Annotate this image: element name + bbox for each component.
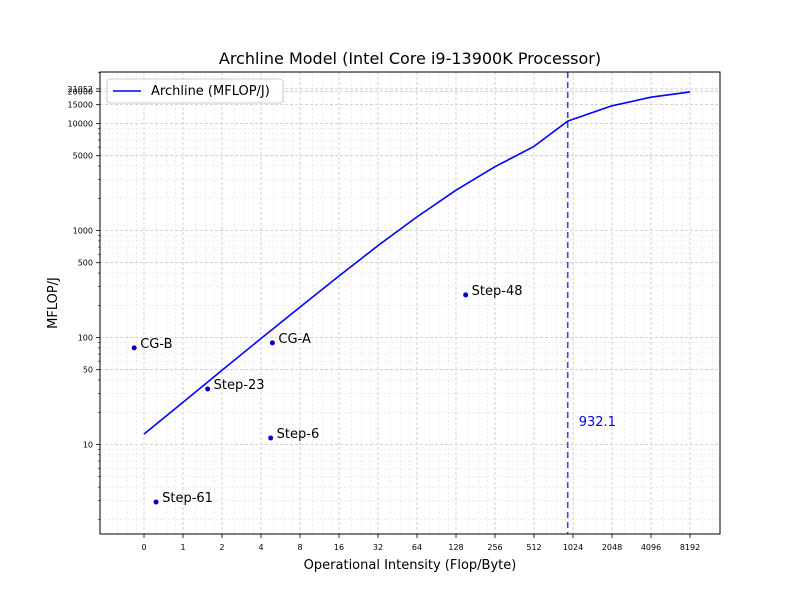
y-tick-label: 10000	[68, 120, 93, 129]
y-tick-label: 500	[78, 259, 93, 268]
x-tick-label: 512	[526, 543, 541, 552]
series-layer: 932.1	[143, 72, 691, 534]
y-tick-label: 50	[83, 366, 93, 375]
x-tick-label: 0	[141, 543, 146, 552]
axis-ticks: 0 1 2 4 8 16 32 64 128 256 512 1024 2048 4096 8192 10 50…	[68, 72, 700, 552]
x-tick-label: 64	[412, 543, 422, 552]
y-tick-label: 10	[83, 441, 93, 450]
data-point-label-step-48: Step-48	[472, 284, 523, 299]
legend-box	[106, 78, 284, 104]
data-point-step-48	[463, 292, 469, 298]
grid	[100, 72, 720, 534]
data-point-step-61	[153, 499, 159, 505]
y-tick-label: 5000	[73, 152, 93, 161]
x-tick-label: 2048	[602, 543, 622, 552]
y-tick-label: 1000	[73, 227, 93, 236]
chart-title: Archline Model (Intel Core i9-13900K Pro…	[219, 49, 601, 68]
data-point-step-23	[205, 386, 211, 392]
y-tick-label: 100	[78, 334, 93, 343]
x-axis-label: Operational Intensity (Flop/Byte)	[304, 558, 517, 573]
x-tick-label: 16	[334, 543, 344, 552]
data-point-label-cg-b: CG-B	[140, 337, 172, 352]
points-layer: CG-B Step-23 CG-A Step-6 Step-48 Step-61	[131, 284, 523, 506]
data-point-label-step-61: Step-61	[162, 491, 213, 506]
data-point-cg-b	[131, 345, 137, 351]
x-tick-label: 8	[297, 543, 302, 552]
x-tick-label: 8192	[680, 543, 700, 552]
data-point-label-step-6: Step-6	[277, 427, 320, 442]
x-tick-label: 256	[487, 543, 502, 552]
data-point-step-6	[268, 435, 274, 441]
y-axis-label: MFLOP/J	[46, 277, 61, 329]
ridge-point-label: 932.1	[579, 415, 616, 430]
y-tick-label: 15000	[68, 101, 93, 110]
plot-frame	[99, 71, 721, 535]
archline-series-line	[143, 91, 691, 435]
x-tick-label: 128	[448, 543, 463, 552]
x-tick-label: 32	[373, 543, 383, 552]
x-tick-label: 1	[180, 543, 185, 552]
x-tick-label: 1024	[563, 543, 583, 552]
data-point-label-cg-a: CG-A	[278, 332, 311, 347]
legend: Archline (MFLOP/J)	[106, 78, 284, 104]
x-tick-label: 4	[258, 543, 263, 552]
data-point-cg-a	[269, 340, 275, 346]
y-tick-label: 21052	[68, 85, 93, 94]
x-tick-label: 4096	[641, 543, 661, 552]
legend-entry: Archline (MFLOP/J)	[151, 84, 270, 99]
x-tick-label: 2	[219, 543, 224, 552]
y-tick-label: 20000	[68, 87, 93, 96]
data-point-label-step-23: Step-23	[214, 378, 265, 393]
